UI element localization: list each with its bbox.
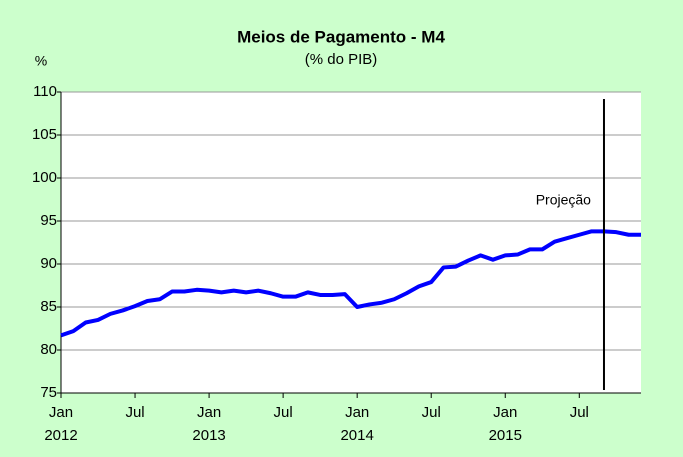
chart-subtitle: (% do PIB): [305, 51, 378, 68]
y-tick-label: 110: [33, 83, 57, 100]
x-tick-label: Jan 2015: [489, 404, 522, 444]
x-tick-label: Jan 2013: [192, 404, 225, 444]
y-tick-label: 75: [40, 384, 57, 401]
x-tick-label: Jul: [570, 404, 589, 421]
chart-title: Meios de Pagamento - M4: [237, 27, 445, 46]
y-axis-label: %: [35, 53, 47, 69]
x-tick-label: Jul: [422, 404, 441, 421]
x-tick-label: Jan 2014: [340, 404, 373, 444]
y-tick-label: 80: [40, 341, 57, 358]
line-series: [60, 229, 641, 338]
y-tick-label: 85: [40, 298, 57, 315]
y-tick-label: 95: [40, 212, 57, 229]
x-tick-label: Jul: [125, 404, 144, 421]
y-tick-label: 105: [32, 126, 57, 143]
x-tick-label: Jan 2012: [44, 404, 77, 444]
annotation: Projeção: [536, 192, 591, 208]
x-tick-label: Jul: [274, 404, 293, 421]
plot-area: [61, 92, 641, 393]
y-tick-label: 100: [32, 169, 57, 186]
y-tick-label: 90: [40, 255, 57, 272]
